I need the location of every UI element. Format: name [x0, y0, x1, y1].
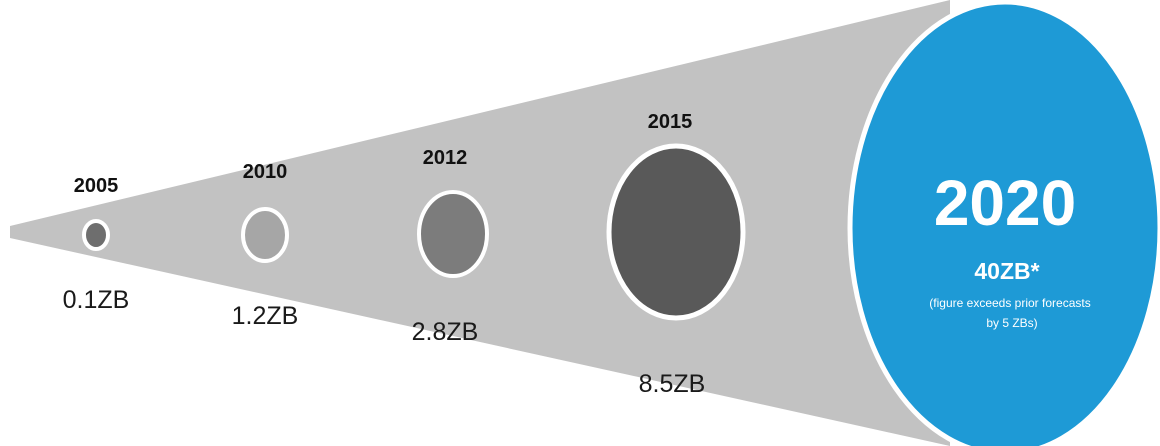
- milestone-circle: [82, 219, 110, 251]
- milestone-size-label: 0.1ZB: [63, 286, 130, 314]
- highlight-oval: [847, 0, 1160, 446]
- highlight-2020: 2020 40ZB* (figure exceeds prior forecas…: [847, 0, 1160, 446]
- milestone-size-label: 8.5ZB: [639, 370, 706, 398]
- milestone-circle: [606, 143, 746, 321]
- milestone-size-label: 1.2ZB: [232, 302, 299, 330]
- milestone-2012: 2012 2.8ZB: [412, 147, 489, 346]
- highlight-note-line-2: by 5 ZBs): [986, 316, 1037, 330]
- milestone-size-label: 2.8ZB: [412, 318, 479, 346]
- milestone-year-label: 2012: [423, 147, 468, 169]
- highlight-note-line-1: (figure exceeds prior forecasts: [929, 296, 1090, 310]
- milestone-circle: [417, 190, 489, 278]
- milestone-year-label: 2005: [74, 175, 119, 197]
- milestone-2010: 2010 1.2ZB: [232, 161, 299, 330]
- highlight-year-label: 2020: [934, 167, 1076, 239]
- highlight-size-label: 40ZB*: [974, 258, 1039, 284]
- milestone-year-label: 2010: [243, 161, 288, 183]
- milestone-2005: 2005 0.1ZB: [63, 175, 130, 314]
- milestone-year-label: 2015: [648, 111, 693, 133]
- milestone-2015: 2015 8.5ZB: [606, 111, 746, 398]
- milestone-circle: [241, 207, 289, 263]
